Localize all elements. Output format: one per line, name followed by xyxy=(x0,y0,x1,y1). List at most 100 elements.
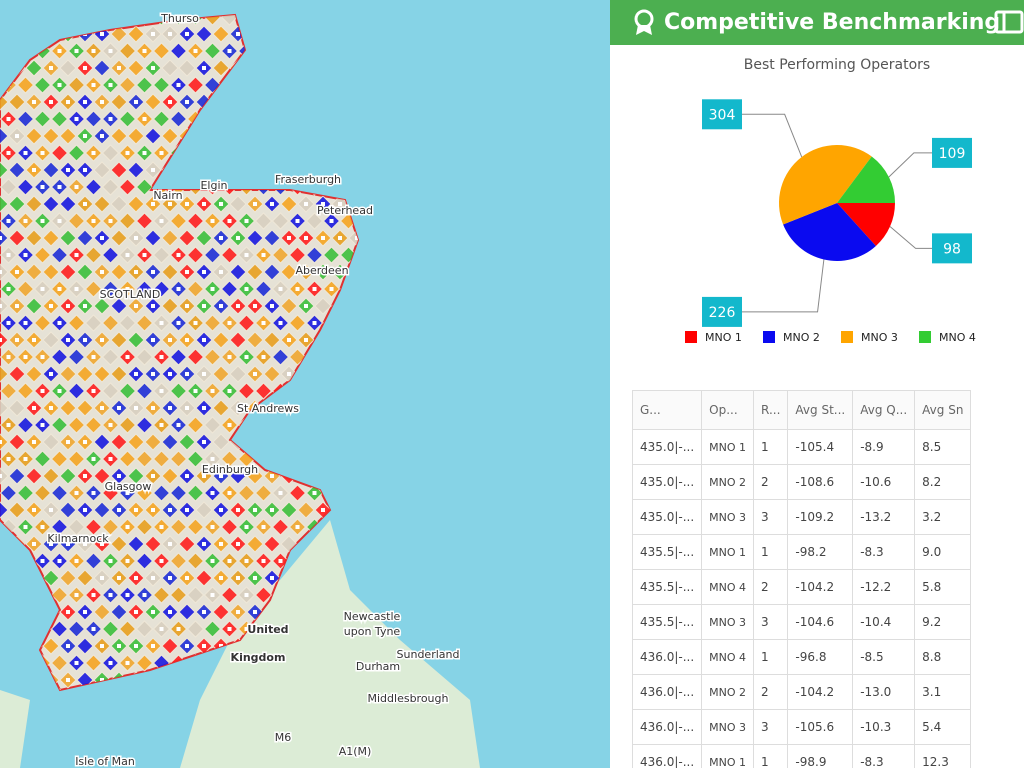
map[interactable]: Thurso Fraserburgh Peterhead Nairn Elgin Aber… xyxy=(0,0,610,768)
cell-dot xyxy=(57,389,62,393)
column-header[interactable]: Op... xyxy=(701,390,755,430)
cell-dot xyxy=(185,508,189,512)
coverage-cell xyxy=(33,110,52,128)
table-cell: MNO 4 xyxy=(701,639,755,675)
table-cell: -108.6 xyxy=(787,464,854,500)
coverage-cell xyxy=(93,161,111,179)
coverage-cell xyxy=(280,501,298,519)
coverage-cell xyxy=(67,518,86,536)
cell-dot xyxy=(57,83,62,87)
cell-dot xyxy=(0,338,2,342)
coverage-cell xyxy=(144,93,162,111)
column-header[interactable]: Avg Q... xyxy=(852,390,916,430)
coverage-cell xyxy=(186,280,205,298)
coverage-cell xyxy=(0,127,9,145)
coverage-cell xyxy=(229,263,247,281)
cell-dot xyxy=(278,287,283,291)
cell-dot xyxy=(108,49,113,53)
column-header[interactable]: R... xyxy=(753,390,789,430)
cell-dot xyxy=(253,610,257,614)
cell-dot xyxy=(202,474,206,478)
cell-dot xyxy=(40,423,45,427)
cell-dot xyxy=(304,236,308,240)
column-header[interactable]: Avg St... xyxy=(787,390,854,430)
coverage-cell xyxy=(161,467,179,485)
cell-dot xyxy=(49,372,53,376)
cell-dot xyxy=(295,287,300,291)
legend-label[interactable]: MNO 1 xyxy=(705,331,742,344)
cell-dot xyxy=(134,406,138,410)
side-panel: Competitive Benchmarking Best Performing… xyxy=(610,0,1024,768)
coverage-cell xyxy=(25,127,43,145)
cell-dot xyxy=(312,287,317,291)
coverage-cell xyxy=(186,450,205,468)
cell-dot xyxy=(91,457,96,461)
coverage-cell xyxy=(220,280,239,298)
cell-dot xyxy=(338,236,342,240)
cell-dot xyxy=(176,627,181,631)
pie-slice xyxy=(783,203,876,261)
coverage-cell xyxy=(237,484,256,502)
coverage-cell xyxy=(220,246,239,264)
coverage-cell xyxy=(186,586,205,604)
coverage-cell xyxy=(42,229,60,247)
coverage-cell xyxy=(237,314,256,332)
cell-dot xyxy=(6,457,11,461)
coverage-cell xyxy=(186,416,205,434)
column-header[interactable]: Avg Sn xyxy=(914,390,972,430)
cell-dot xyxy=(270,508,274,512)
cell-dot xyxy=(185,474,189,478)
cell-dot xyxy=(15,134,19,138)
cell-dot xyxy=(151,406,155,410)
cell-dot xyxy=(151,168,155,172)
cell-dot xyxy=(261,559,266,563)
coverage-cell xyxy=(84,280,103,298)
table-cell: -98.9 xyxy=(787,744,854,768)
cell-dot xyxy=(219,508,223,512)
cell-dot xyxy=(91,389,96,393)
coverage-cell xyxy=(263,535,281,553)
cell-dot xyxy=(219,474,223,478)
coverage-cell xyxy=(212,399,230,417)
cell-dot xyxy=(66,304,70,308)
cell-dot xyxy=(100,270,104,274)
cell-dot xyxy=(15,338,19,342)
coverage-cell xyxy=(152,586,171,604)
cell-dot xyxy=(32,168,36,172)
coverage-cell xyxy=(186,76,205,94)
coverage-cell xyxy=(229,467,247,485)
award-icon xyxy=(634,9,654,35)
cell-dot xyxy=(134,644,138,648)
coverage-cell xyxy=(16,484,35,502)
cell-dot xyxy=(227,491,232,495)
cell-dot xyxy=(193,49,198,53)
table-cell: 2 xyxy=(753,569,789,605)
coverage-cell xyxy=(101,144,120,162)
cell-dot xyxy=(287,236,291,240)
cell-dot xyxy=(142,151,147,155)
cell-dot xyxy=(117,576,121,580)
map-label: Nairn xyxy=(153,189,182,202)
coverage-cell xyxy=(84,518,103,536)
coverage-cell xyxy=(152,76,171,94)
cell-dot xyxy=(6,117,11,121)
coverage-cell xyxy=(280,195,298,213)
table-row: 435.0|-... MNO 1 1 -105.4 -8.9 8.5 xyxy=(631,429,972,465)
cell-dot xyxy=(142,593,147,597)
coverage-cell xyxy=(50,246,69,264)
coverage-cell xyxy=(135,654,154,672)
value-label: 98 xyxy=(943,241,961,257)
coverage-cell xyxy=(169,212,188,230)
panel-toggle[interactable] xyxy=(994,10,1024,34)
cell-dot xyxy=(83,338,87,342)
column-header[interactable]: G... xyxy=(631,390,703,430)
legend-label[interactable]: MNO 4 xyxy=(939,331,976,344)
coverage-cell xyxy=(50,144,69,162)
legend-label[interactable]: MNO 3 xyxy=(861,331,898,344)
legend-swatch xyxy=(919,331,931,343)
coverage-cell xyxy=(50,416,69,434)
cell-dot xyxy=(202,304,206,308)
coverage-cell xyxy=(135,382,154,400)
legend-label[interactable]: MNO 2 xyxy=(783,331,820,344)
cell-dot xyxy=(151,338,155,342)
